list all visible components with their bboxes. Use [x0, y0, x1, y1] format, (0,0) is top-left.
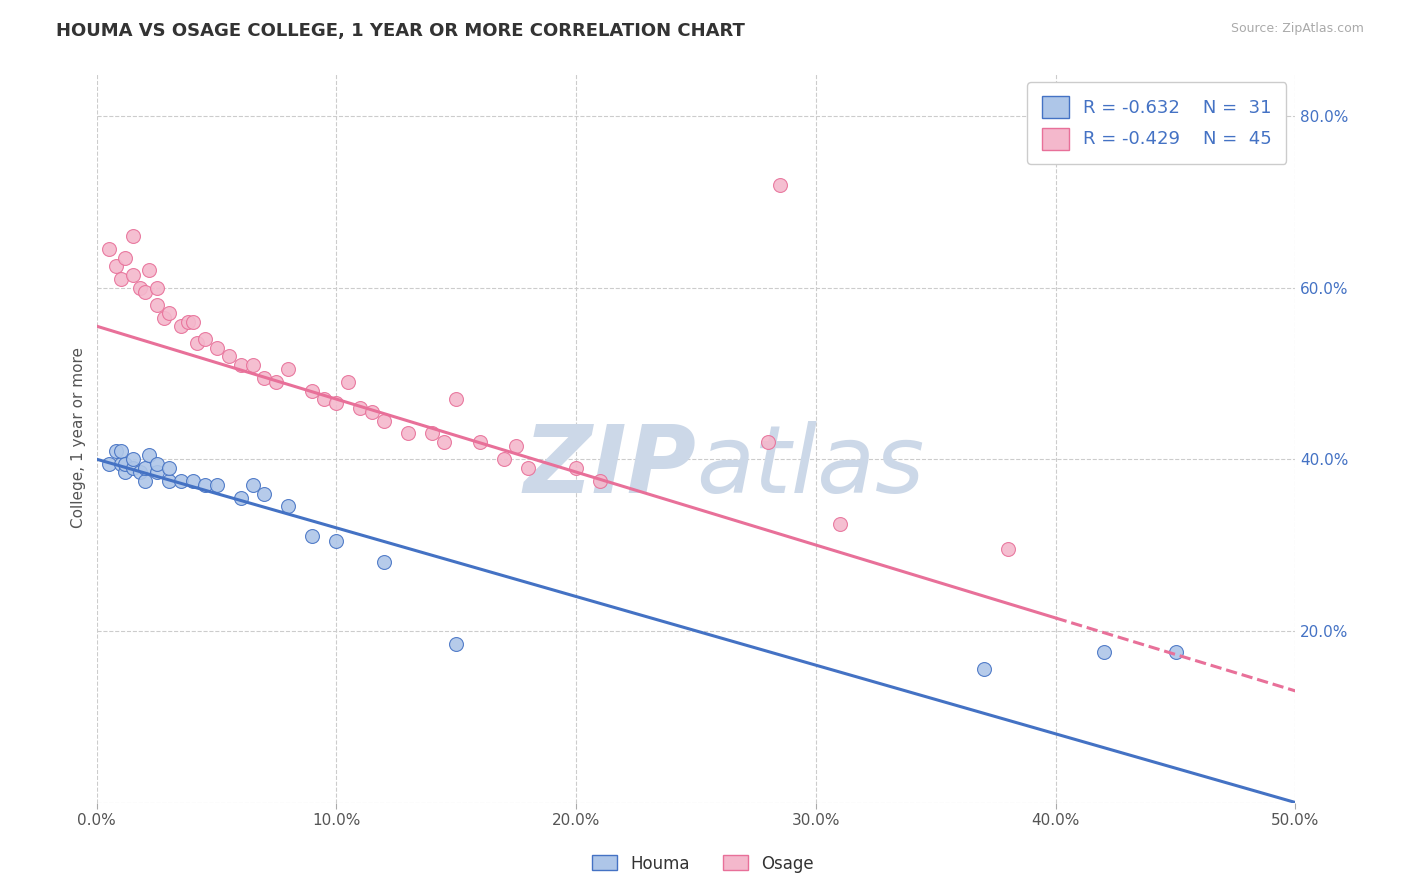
- Point: [242, 478, 264, 492]
- Point: [494, 452, 516, 467]
- Point: [242, 358, 264, 372]
- Point: [505, 439, 527, 453]
- Point: [301, 529, 323, 543]
- Point: [121, 460, 143, 475]
- Point: [121, 452, 143, 467]
- Point: [361, 405, 384, 419]
- Point: [181, 315, 204, 329]
- Point: [253, 370, 276, 384]
- Point: [157, 306, 180, 320]
- Point: [446, 392, 468, 406]
- Point: [997, 542, 1019, 557]
- Point: [277, 362, 299, 376]
- Point: [325, 396, 347, 410]
- Point: [104, 443, 127, 458]
- Point: [349, 401, 371, 415]
- Point: [1164, 645, 1187, 659]
- Point: [181, 474, 204, 488]
- Point: [1092, 645, 1115, 659]
- Point: [145, 280, 167, 294]
- Point: [128, 280, 150, 294]
- Point: [177, 315, 200, 329]
- Point: [756, 435, 779, 450]
- Point: [134, 460, 156, 475]
- Point: [193, 478, 215, 492]
- Point: [138, 263, 160, 277]
- Point: [186, 336, 208, 351]
- Point: [121, 229, 143, 244]
- Point: [446, 637, 468, 651]
- Legend: Houma, Osage: Houma, Osage: [585, 848, 821, 880]
- Point: [157, 460, 180, 475]
- Text: ZIP: ZIP: [523, 421, 696, 513]
- Point: [517, 460, 540, 475]
- Point: [114, 457, 136, 471]
- Point: [193, 332, 215, 346]
- Point: [121, 268, 143, 282]
- Point: [134, 474, 156, 488]
- Point: [229, 491, 252, 505]
- Point: [218, 349, 240, 363]
- Point: [157, 474, 180, 488]
- Point: [277, 500, 299, 514]
- Point: [134, 285, 156, 299]
- Point: [589, 474, 612, 488]
- Point: [110, 457, 132, 471]
- Legend: R = -0.632    N =  31, R = -0.429    N =  45: R = -0.632 N = 31, R = -0.429 N = 45: [1028, 82, 1286, 164]
- Point: [205, 341, 228, 355]
- Point: [253, 486, 276, 500]
- Point: [110, 272, 132, 286]
- Y-axis label: College, 1 year or more: College, 1 year or more: [72, 347, 86, 528]
- Point: [152, 310, 174, 325]
- Point: [565, 460, 588, 475]
- Point: [97, 457, 120, 471]
- Point: [420, 426, 443, 441]
- Point: [373, 414, 395, 428]
- Point: [973, 663, 995, 677]
- Point: [229, 358, 252, 372]
- Point: [104, 259, 127, 273]
- Point: [396, 426, 419, 441]
- Text: Source: ZipAtlas.com: Source: ZipAtlas.com: [1230, 22, 1364, 36]
- Point: [325, 533, 347, 548]
- Point: [205, 478, 228, 492]
- Point: [145, 465, 167, 479]
- Point: [114, 251, 136, 265]
- Point: [114, 465, 136, 479]
- Point: [128, 465, 150, 479]
- Point: [169, 474, 191, 488]
- Point: [97, 242, 120, 256]
- Point: [266, 375, 288, 389]
- Point: [337, 375, 360, 389]
- Point: [470, 435, 492, 450]
- Point: [145, 298, 167, 312]
- Text: HOUMA VS OSAGE COLLEGE, 1 YEAR OR MORE CORRELATION CHART: HOUMA VS OSAGE COLLEGE, 1 YEAR OR MORE C…: [56, 22, 745, 40]
- Point: [110, 443, 132, 458]
- Point: [138, 448, 160, 462]
- Point: [169, 319, 191, 334]
- Point: [145, 457, 167, 471]
- Text: atlas: atlas: [696, 421, 924, 512]
- Point: [373, 555, 395, 569]
- Point: [769, 178, 792, 192]
- Point: [828, 516, 851, 531]
- Point: [301, 384, 323, 398]
- Point: [433, 435, 456, 450]
- Point: [314, 392, 336, 406]
